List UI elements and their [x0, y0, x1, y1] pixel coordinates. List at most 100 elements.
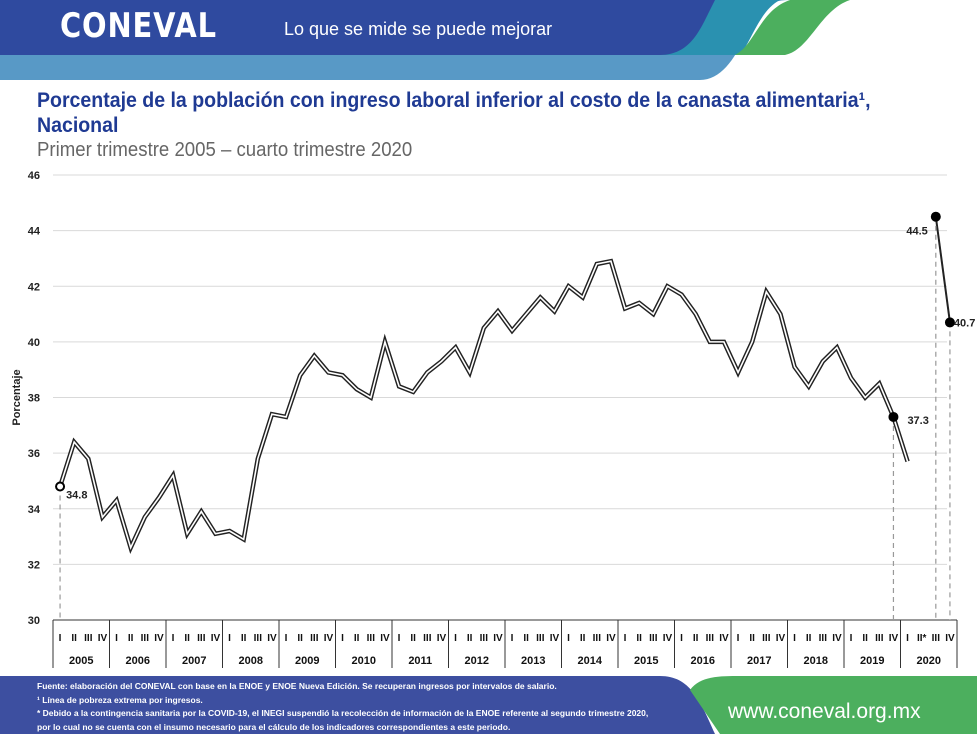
- quarter-label: III: [254, 633, 263, 644]
- quarter-label: I: [793, 633, 796, 644]
- quarter-label: II: [128, 633, 134, 644]
- year-label: 2020: [917, 655, 941, 667]
- y-tick-label: 38: [28, 393, 40, 405]
- quarter-label: IV: [889, 633, 899, 644]
- quarter-label: III: [762, 633, 771, 644]
- coneval-logo: CONEVAL: [60, 6, 217, 46]
- y-tick-label: 36: [28, 448, 40, 460]
- year-label: 2008: [239, 655, 263, 667]
- y-tick-label: 44: [28, 226, 41, 238]
- chart-title: Porcentaje de la población con ingreso l…: [37, 89, 871, 137]
- quarter-label: III: [197, 633, 206, 644]
- year-label: 2017: [747, 655, 771, 667]
- y-tick-label: 34: [28, 504, 41, 516]
- quarter-label: III: [536, 633, 545, 644]
- quarter-label: II: [467, 633, 473, 644]
- year-label: 2007: [182, 655, 206, 667]
- quarter-label: I: [906, 633, 909, 644]
- quarter-label: III: [480, 633, 489, 644]
- year-label: 2016: [691, 655, 715, 667]
- quarter-label: II: [297, 633, 303, 644]
- quarter-label: III: [706, 633, 715, 644]
- y-tick-label: 42: [28, 281, 40, 293]
- data-label: 40.7: [954, 317, 975, 329]
- quarter-label: IV: [324, 633, 334, 644]
- quarter-label: II: [806, 633, 812, 644]
- quarter-label: IV: [832, 633, 842, 644]
- quarter-label: IV: [945, 633, 955, 644]
- year-label: 2010: [352, 655, 376, 667]
- quarter-label: III: [932, 633, 941, 644]
- quarter-label: I: [567, 633, 570, 644]
- quarter-label: IV: [380, 633, 390, 644]
- quarter-label: II: [354, 633, 360, 644]
- quarter-label: III: [649, 633, 658, 644]
- data-marker: [55, 481, 66, 492]
- year-label: 2006: [126, 655, 150, 667]
- year-label: 2009: [295, 655, 319, 667]
- source-note: Fuente: elaboración del CONEVAL con base…: [37, 681, 557, 691]
- y-tick-label: 32: [28, 559, 40, 571]
- quarter-label: III: [84, 633, 93, 644]
- data-marker: [930, 211, 941, 222]
- y-tick-label: 40: [28, 337, 40, 349]
- quarter-label: I: [115, 633, 118, 644]
- website-link[interactable]: www.coneval.org.mx: [728, 700, 921, 723]
- data-label: 44.5: [906, 226, 927, 238]
- quarter-label: II: [636, 633, 642, 644]
- quarter-label: I: [285, 633, 288, 644]
- year-label: 2012: [465, 655, 489, 667]
- quarter-label: IV: [606, 633, 616, 644]
- quarter-label: IV: [98, 633, 108, 644]
- year-label: 2005: [69, 655, 93, 667]
- quarter-label: IV: [776, 633, 786, 644]
- quarter-label: IV: [719, 633, 729, 644]
- quarter-label: III: [310, 633, 319, 644]
- quarter-label: IV: [437, 633, 447, 644]
- quarter-label: I: [511, 633, 514, 644]
- quarter-label: I: [850, 633, 853, 644]
- quarter-label: IV: [493, 633, 503, 644]
- quarter-label: II: [410, 633, 416, 644]
- quarter-label: I: [737, 633, 740, 644]
- quarter-label: I: [228, 633, 231, 644]
- quarter-label: I: [341, 633, 344, 644]
- y-axis-label: Porcentaje: [11, 369, 23, 425]
- series-line-enoe: [57, 258, 910, 555]
- quarter-label: II: [862, 633, 868, 644]
- quarter-label: II*: [917, 633, 927, 644]
- quarter-label: IV: [550, 633, 560, 644]
- quarter-label: IV: [154, 633, 164, 644]
- footnote-1: ¹ Línea de pobreza extrema por ingresos.: [37, 694, 203, 705]
- quarter-label: III: [141, 633, 150, 644]
- data-marker: [888, 411, 899, 422]
- tagline: Lo que se mide se puede mejorar: [284, 19, 553, 39]
- year-label: 2013: [521, 655, 545, 667]
- chart-subtitle: Primer trimestre 2005 – cuarto trimestre…: [37, 139, 413, 161]
- year-label: 2015: [634, 655, 658, 667]
- data-label: 34.8: [66, 490, 87, 502]
- quarter-label: I: [59, 633, 62, 644]
- quarter-label: I: [398, 633, 401, 644]
- quarter-label: II: [241, 633, 247, 644]
- quarter-label: III: [423, 633, 432, 644]
- footnote-2b: por lo cual no se cuenta con el insumo n…: [37, 721, 511, 732]
- year-label: 2019: [860, 655, 884, 667]
- quarter-label: II: [184, 633, 190, 644]
- year-label: 2018: [804, 655, 828, 667]
- y-tick-label: 30: [28, 615, 40, 627]
- quarter-label: I: [172, 633, 175, 644]
- footnote-2a: * Debido a la contingencia sanitaria por…: [37, 708, 649, 718]
- quarter-label: II: [693, 633, 699, 644]
- quarter-label: II: [523, 633, 529, 644]
- series-line-enoe-n: [934, 216, 951, 323]
- year-label: 2011: [408, 655, 432, 667]
- quarter-label: III: [593, 633, 602, 644]
- quarter-label: III: [875, 633, 884, 644]
- quarter-label: I: [454, 633, 457, 644]
- quarter-label: II: [580, 633, 586, 644]
- data-label: 37.3: [907, 415, 928, 427]
- y-tick-label: 46: [28, 170, 40, 182]
- footer-notes: Fuente: elaboración del CONEVAL con base…: [37, 680, 648, 734]
